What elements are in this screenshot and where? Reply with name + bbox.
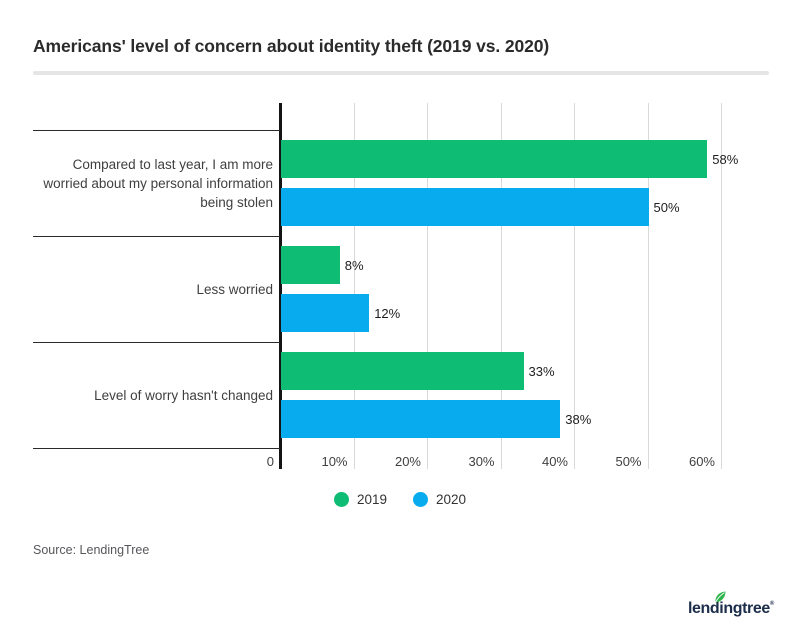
category-separator [33, 236, 280, 237]
x-tick-label: 30% [468, 454, 495, 469]
y-axis-line [279, 103, 282, 469]
value-label: 50% [653, 199, 680, 215]
x-tick-label: 40% [541, 454, 568, 469]
category-separator [33, 342, 280, 343]
value-label: 38% [565, 411, 592, 427]
gridline-50 [647, 103, 649, 469]
legend-dot-icon [413, 492, 428, 507]
source-note: Source: LendingTree [33, 543, 150, 557]
leaf-icon [715, 591, 726, 603]
logo-text: lendingtree [688, 600, 770, 617]
lendingtree-wordmark: lendingtree® [688, 591, 775, 618]
legend: 2019 2020 [0, 492, 800, 507]
chart-title: Americans' level of concern about identi… [33, 36, 550, 56]
gridline-20 [427, 103, 428, 469]
legend-item-2019: 2019 [333, 492, 387, 507]
bar-2020 [281, 188, 649, 226]
x-tick-label: 10% [321, 454, 348, 469]
lendingtree-logo: lendingtree® [688, 591, 775, 618]
legend-dot-icon [333, 492, 349, 507]
x-tick-label: 20% [394, 454, 421, 469]
legend-label: 2019 [356, 492, 387, 507]
bar-2020 [281, 294, 370, 332]
category-separator [33, 130, 280, 131]
value-label: 58% [712, 151, 739, 167]
legend-label: 2020 [436, 492, 467, 507]
legend-item-2020: 2020 [413, 492, 466, 507]
x-tick-label: 50% [615, 454, 642, 469]
value-label: 33% [528, 363, 555, 379]
gridline-60 [721, 103, 722, 469]
gridline-10 [353, 103, 355, 469]
category-label: Compared to last year, I am more worried… [43, 156, 273, 210]
category-separator [33, 448, 280, 449]
registered-mark: ® [769, 601, 775, 607]
gridline-30 [500, 103, 502, 469]
x-tick-label: 60% [688, 454, 715, 469]
gridline-40 [574, 103, 575, 469]
bar-2019 [281, 246, 340, 284]
x-tick-label: 0 [266, 454, 274, 469]
title-divider [33, 71, 769, 75]
category-label: Less worried [196, 281, 273, 297]
value-label: 8% [344, 257, 364, 273]
bar-2020 [281, 400, 561, 438]
bar-2019 [281, 352, 524, 390]
bar-2019 [281, 140, 708, 178]
category-label: Level of worry hasn't changed [94, 387, 273, 403]
value-label: 12% [374, 305, 401, 321]
